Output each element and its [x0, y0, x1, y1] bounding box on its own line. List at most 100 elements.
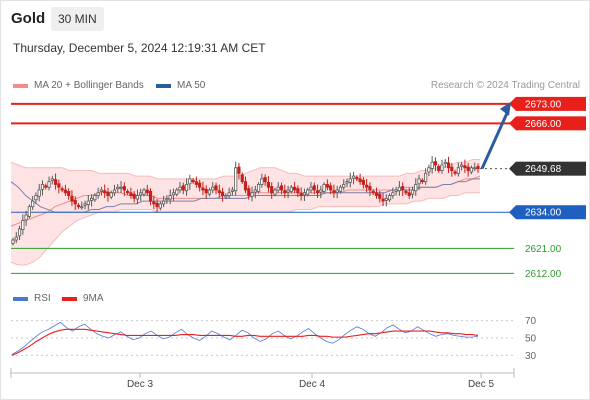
level-tag-arrow-1: [509, 116, 516, 131]
candle-body: [103, 190, 107, 194]
candle-body: [181, 185, 185, 191]
legend-rsi-ma-label: 9MA: [83, 293, 104, 304]
candle-body: [139, 192, 143, 196]
candle-body: [247, 188, 251, 196]
candle-body: [309, 186, 313, 191]
candle-body: [469, 167, 474, 173]
candle-body: [289, 186, 293, 192]
timestamp: Thursday, December 5, 2024 12:19:31 AM C…: [13, 41, 266, 55]
candle-body: [381, 198, 385, 202]
candle-body: [148, 190, 153, 202]
candle-body: [175, 189, 179, 195]
level-label-4: 2612.00: [525, 269, 562, 280]
candle-body: [240, 174, 244, 183]
candle-body: [453, 171, 457, 174]
rsi-swatch: [13, 296, 28, 301]
legend-bollinger: MA 20 + Bollinger Bands: [13, 80, 144, 91]
candle-body: [116, 186, 120, 190]
candle-body: [466, 166, 470, 171]
candle-body: [158, 203, 162, 209]
rsi-tick-70: 70: [525, 316, 537, 327]
candle-body: [260, 178, 264, 185]
candle-body: [220, 191, 225, 196]
candle-body: [361, 179, 365, 185]
candle-body: [460, 164, 464, 167]
candle-body: [345, 181, 349, 184]
rsi-tick-50: 50: [525, 334, 537, 345]
candle-body: [37, 189, 41, 197]
candle-body: [11, 239, 15, 244]
candle-body: [315, 190, 320, 194]
candle-body: [57, 183, 61, 188]
candle-body: [227, 192, 231, 196]
candle-body: [243, 181, 248, 191]
candle-body: [168, 195, 172, 200]
candle-body: [224, 195, 228, 198]
candle-body: [296, 188, 300, 194]
candle-body: [155, 202, 159, 208]
candle-body: [96, 192, 100, 196]
candle-body: [276, 186, 280, 191]
candle-body: [17, 228, 22, 237]
candle-body: [270, 186, 274, 194]
candle-body: [325, 184, 329, 188]
candle-body: [21, 220, 25, 230]
current-price-tag: [516, 161, 586, 176]
candle-body: [70, 195, 74, 202]
candle-body: [473, 167, 477, 170]
level-label-1: 2666.00: [525, 119, 562, 130]
candle-body: [351, 175, 356, 179]
candle-body: [397, 186, 402, 192]
candle-body: [417, 178, 421, 185]
candle-body: [76, 204, 81, 208]
candle-body: [230, 189, 235, 192]
candle-body: [135, 195, 140, 200]
candle-body: [450, 166, 454, 171]
level-tag-1: [516, 116, 586, 131]
candle-body: [27, 206, 31, 217]
timeframe-badge[interactable]: 30 MIN: [51, 7, 104, 31]
candle-body: [410, 189, 415, 195]
time-tick-label-0: Dec 3: [127, 379, 154, 390]
candle-body: [273, 189, 277, 195]
candle-body: [99, 189, 104, 192]
candle-body: [407, 192, 411, 196]
candle-body: [322, 184, 326, 192]
ma50-swatch: [156, 83, 171, 88]
candle-body: [374, 192, 379, 196]
candle-body: [24, 214, 28, 221]
legend-rsi: RSI: [13, 293, 51, 304]
candle-body: [73, 200, 77, 205]
candle-body: [80, 206, 84, 209]
candle-body: [142, 189, 146, 195]
candle-body: [283, 190, 287, 194]
candle-body: [31, 200, 35, 208]
legend-ma50-label: MA 50: [177, 80, 206, 91]
candle-body: [404, 190, 408, 194]
candle-body: [332, 190, 336, 194]
level-tag-2: [516, 205, 586, 220]
candle-body: [463, 165, 467, 169]
level-tag-arrow-0: [509, 96, 516, 111]
candle-body: [420, 179, 424, 183]
candle-body: [430, 161, 434, 169]
legend-rsi-ma: 9MA: [62, 293, 104, 304]
candle-body: [162, 200, 166, 205]
candle-body: [53, 179, 58, 185]
candle-body: [365, 184, 369, 188]
candle-body: [47, 181, 51, 188]
candle-body: [207, 189, 212, 195]
candle-body: [250, 192, 254, 197]
candle-body: [394, 189, 398, 192]
candle-body: [34, 195, 38, 201]
level-tag-arrow-2: [509, 205, 516, 220]
candle-body: [286, 189, 290, 193]
candle-body: [67, 190, 71, 196]
candle-body: [14, 236, 18, 241]
candle-body: [234, 167, 238, 192]
candle-body: [171, 192, 176, 196]
level-label-2: 2634.00: [525, 208, 562, 219]
bollinger-swatch: [13, 83, 28, 88]
candle-body: [414, 184, 418, 192]
